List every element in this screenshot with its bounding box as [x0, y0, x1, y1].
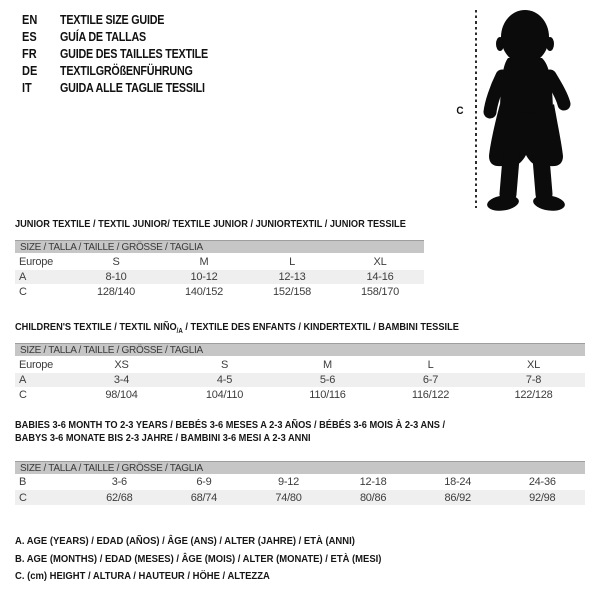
legend-line-c: C. (cm) HEIGHT / ALTURA / HAUTEUR / HÖHE…: [15, 570, 270, 582]
table-row: C 62/68 68/74 74/80 80/86 86/92 92/98: [15, 490, 585, 505]
age-cell: 12-18: [359, 476, 387, 488]
size-cell: S: [112, 255, 120, 268]
table-row: A 3-4 4-5 5-6 6-7 7-8: [15, 373, 585, 387]
height-cell: 86/92: [444, 491, 472, 504]
age-cell: 4-5: [216, 374, 233, 386]
babies-size-table: SIZE / TALLA / TAILLE / GRÖSSE / TAGLIA …: [15, 461, 585, 505]
height-cell: 140/152: [184, 285, 223, 298]
age-cell: 10-12: [190, 271, 218, 283]
age-cell: 3-4: [113, 374, 130, 386]
subscript: /A: [176, 328, 183, 336]
language-row-de: DE TEXTILGRÖßENFÜHRUNG: [22, 63, 232, 80]
height-cell: 68/74: [190, 491, 218, 504]
age-cell: 7-8: [525, 374, 542, 386]
table-row: Europe S M L XL: [15, 253, 424, 270]
age-cell: 6-9: [196, 476, 212, 488]
row-label: C: [19, 285, 27, 298]
size-cell: XS: [114, 358, 129, 371]
language-code: ES: [22, 30, 37, 44]
row-label: B: [19, 476, 27, 488]
language-code: DE: [22, 64, 38, 78]
table-row: Europe XS S M L XL: [15, 356, 585, 373]
language-title: GUÍA DE TALLAS: [60, 30, 146, 44]
height-cell: 92/98: [529, 491, 556, 504]
legend-line-a: A. AGE (YEARS) / EDAD (AÑOS) / ÂGE (ANS)…: [15, 535, 355, 547]
table-row: B 3-6 6-9 9-12 12-18 18-24 24-36: [15, 474, 585, 490]
height-cell: 116/122: [411, 388, 450, 401]
height-cell: 98/104: [105, 388, 138, 401]
language-list: EN TEXTILE SIZE GUIDE ES GUÍA DE TALLAS …: [22, 12, 232, 97]
size-cell: XL: [373, 255, 387, 268]
language-code: EN: [22, 13, 38, 27]
age-cell: 14-16: [366, 271, 394, 283]
age-cell: 8-10: [105, 271, 127, 283]
baby-silhouette-icon: [483, 10, 571, 211]
height-cell: 110/116: [309, 388, 346, 401]
age-cell: 3-6: [111, 476, 127, 488]
size-header-bar: SIZE / TALLA / TAILLE / GRÖSSE / TAGLIA: [15, 343, 585, 356]
height-cell: 122/128: [514, 388, 553, 401]
height-cell: 74/80: [275, 491, 302, 504]
language-code: IT: [22, 81, 32, 95]
babies-title-line1: BABIES 3-6 MONTH TO 2-3 YEARS / BEBÉS 3-…: [15, 419, 446, 431]
age-cell: 12-13: [278, 271, 306, 283]
age-cell: 24-36: [528, 476, 556, 488]
size-cell: S: [220, 358, 229, 371]
height-measure-label: C: [456, 105, 464, 117]
row-label: A: [19, 271, 27, 283]
language-row-fr: FR GUIDE DES TAILLES TEXTILE: [22, 46, 232, 63]
legend-line-b: B. AGE (MONTHS) / EDAD (MESES) / ÂGE (MO…: [15, 552, 382, 565]
junior-size-table: SIZE / TALLA / TAILLE / GRÖSSE / TAGLIA …: [15, 240, 424, 299]
language-row-it: IT GUIDA ALLE TAGLIE TESSILI: [22, 80, 232, 97]
size-cell: M: [323, 358, 332, 371]
table-row: C 98/104 104/110 110/116 116/122 122/128: [15, 387, 585, 402]
language-row-en: EN TEXTILE SIZE GUIDE: [22, 12, 232, 29]
age-cell: 5-6: [319, 374, 336, 386]
children-table-title: CHILDREN'S TEXTILE / TEXTIL NIÑO/A / TEX…: [15, 321, 459, 336]
height-dotted-line: [475, 10, 477, 208]
language-title: TEXTILGRÖßENFÜHRUNG: [60, 64, 193, 78]
size-cell: M: [199, 255, 209, 268]
table-row: A 8-10 10-12 12-13 14-16: [15, 270, 424, 284]
height-cell: 104/110: [205, 388, 244, 401]
junior-table-title: JUNIOR TEXTILE / TEXTIL JUNIOR/ TEXTILE …: [15, 218, 406, 230]
size-cell: L: [427, 358, 434, 371]
height-cell: 128/140: [96, 285, 135, 298]
children-size-table: SIZE / TALLA / TAILLE / GRÖSSE / TAGLIA …: [15, 343, 585, 402]
age-cell: 18-24: [444, 476, 472, 488]
height-cell: 80/86: [359, 491, 387, 504]
babies-title-line2: BABYS 3-6 MONATE BIS 2-3 JAHRE / BAMBINI…: [15, 432, 311, 444]
row-label: Europe: [19, 255, 53, 268]
language-row-es: ES GUÍA DE TALLAS: [22, 29, 232, 46]
babies-table-title: BABIES 3-6 MONTH TO 2-3 YEARS / BEBÉS 3-…: [15, 419, 445, 445]
row-label: A: [19, 374, 27, 386]
size-cell: L: [289, 255, 295, 268]
height-cell: 152/158: [272, 285, 311, 298]
age-cell: 6-7: [422, 374, 439, 386]
size-cell: XL: [527, 358, 540, 371]
table-row: C 128/140 140/152 152/158 158/170: [15, 284, 424, 299]
row-label: C: [19, 491, 27, 504]
language-title: TEXTILE SIZE GUIDE: [60, 13, 165, 27]
height-cell: 62/68: [106, 491, 133, 504]
language-code: FR: [22, 47, 37, 61]
language-title: GUIDE DES TAILLES TEXTILE: [60, 47, 208, 61]
size-header-bar: SIZE / TALLA / TAILLE / GRÖSSE / TAGLIA: [15, 240, 424, 253]
age-cell: 9-12: [277, 476, 299, 488]
measure-legend: A. AGE (YEARS) / EDAD (AÑOS) / ÂGE (ANS)…: [15, 533, 422, 586]
size-header-bar: SIZE / TALLA / TAILLE / GRÖSSE / TAGLIA: [15, 461, 585, 474]
row-label: C: [19, 388, 27, 401]
language-title: GUIDA ALLE TAGLIE TESSILI: [60, 81, 205, 95]
row-label: Europe: [19, 358, 53, 371]
height-cell: 158/170: [360, 285, 399, 298]
